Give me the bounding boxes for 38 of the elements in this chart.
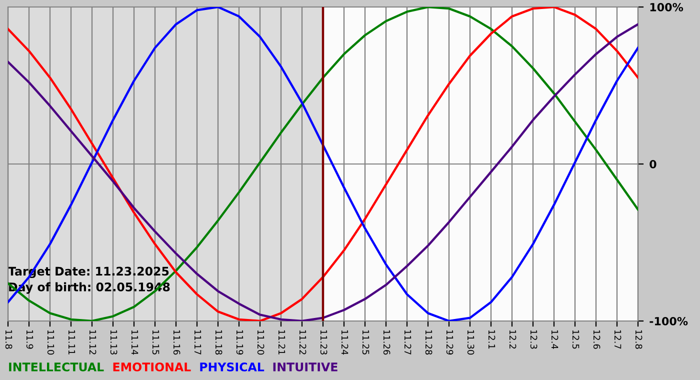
x-tick-label: 11.14	[132, 330, 138, 355]
x-tick-label: 11.29	[446, 330, 454, 355]
y-tick-label: 0	[650, 160, 656, 168]
x-tick-label: 11.27	[404, 330, 412, 354]
text: INTELLECTUAL	[9, 362, 104, 372]
x-tick-label: 11.23	[320, 330, 328, 354]
x-tick-label: 11.25	[362, 330, 370, 354]
x-tick-label: 12.8	[635, 330, 642, 349]
x-tick-label: 11.30	[467, 330, 474, 355]
x-tick-label: 11.8	[5, 330, 12, 349]
x-tick-label: 11.19	[236, 330, 244, 355]
x-tick-label: 11.22	[300, 330, 306, 354]
x-tick-label: 11.13	[110, 330, 118, 354]
x-tick-label: 11.26	[383, 330, 390, 355]
x-tick-label: 11.28	[425, 330, 432, 355]
x-tick-label: 11.10	[47, 330, 54, 355]
x-tick-label: 11.17	[194, 330, 202, 354]
x-tick-label: 11.16	[173, 330, 180, 355]
x-tick-label: 11.12	[90, 330, 96, 354]
x-tick-label: 12.5	[572, 330, 580, 349]
text: INTUITIVE	[273, 362, 338, 372]
x-tick-label: 12.6	[593, 330, 600, 349]
x-tick-label: 12.2	[510, 330, 516, 349]
x-tick-label: 11.15	[152, 330, 160, 354]
text: PHYSICAL	[200, 362, 264, 372]
y-tick-label: -100%	[650, 316, 688, 326]
x-tick-label: 11.24	[342, 330, 348, 355]
x-tick-label: 12.7	[614, 330, 622, 349]
x-tick-label: 12.1	[488, 330, 496, 349]
text: EMOTIONAL	[113, 362, 191, 372]
x-tick-label: 12.4	[552, 330, 558, 349]
x-tick-label: 11.9	[26, 330, 34, 349]
x-tick-label: 11.11	[68, 330, 76, 354]
x-tick-label: 11.20	[257, 330, 264, 355]
y-tick-label: 100%	[650, 2, 684, 12]
x-tick-label: 11.18	[215, 330, 222, 355]
x-tick-label: 12.3	[530, 330, 538, 349]
x-tick-label: 11.21	[278, 330, 286, 354]
